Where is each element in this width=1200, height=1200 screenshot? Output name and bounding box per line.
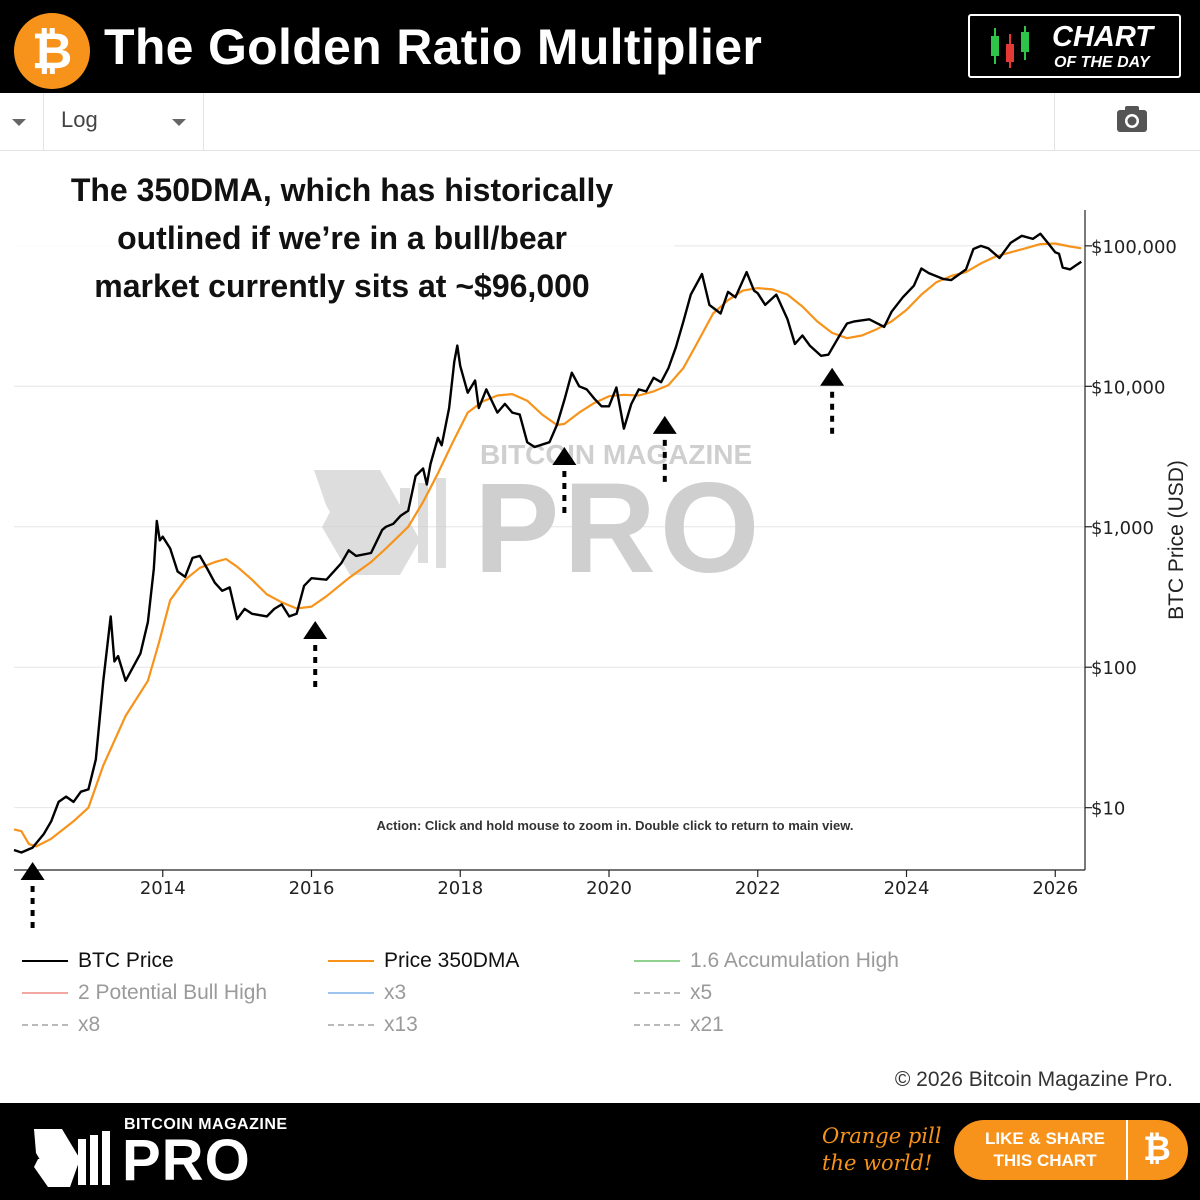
up-arrow-icon: [303, 620, 328, 639]
legend-label: x5: [690, 981, 713, 1004]
brand-logo-icon: [34, 1129, 110, 1187]
legend-label: Price 350DMA: [384, 949, 520, 972]
watermark: BITCOIN MAGAZINE PRO: [314, 439, 763, 600]
legend-label: 1.6 Accumulation High: [690, 949, 899, 972]
up-arrow-marker: [20, 861, 45, 928]
up-arrow-marker: [552, 447, 577, 514]
dropdown-caret-icon[interactable]: [12, 119, 26, 126]
legend-swatch: [634, 1024, 680, 1026]
bitcoin-icon: ₿: [1143, 1129, 1171, 1169]
annotation-line-2: outlined if we’re in a bull/bear: [117, 220, 567, 256]
watermark-logo-icon: [314, 470, 446, 575]
legend-label: BTC Price: [78, 949, 174, 972]
y-tick-label: $10: [1091, 799, 1125, 820]
legend-label: x8: [78, 1013, 101, 1036]
bitcoin-logo-icon: ₿: [14, 13, 90, 89]
legend-label: x21: [690, 1013, 724, 1036]
up-arrow-icon: [20, 861, 45, 880]
x-tick-label: 2026: [1032, 878, 1078, 899]
toolbar-divider: [43, 93, 44, 151]
toolbar-divider: [203, 93, 204, 151]
x-tick-label: 2020: [586, 878, 632, 899]
scale-select[interactable]: Log: [44, 93, 203, 151]
annotation-line-1: The 350DMA, which has historically: [70, 172, 614, 208]
x-tick-label: 2014: [140, 878, 186, 899]
y-tick-label: $100,000: [1091, 237, 1177, 258]
legend-swatch: [634, 992, 680, 994]
footer-brand-top: BITCOIN MAGAZINE: [124, 1116, 288, 1133]
legend-swatch: [328, 1024, 374, 1026]
header-bar: ₿ The Golden Ratio Multiplier CHART OF T…: [0, 0, 1200, 93]
legend-swatch: [328, 960, 374, 962]
legend-label: x3: [384, 981, 407, 1004]
interaction-hint: Action: Click and hold mouse to zoom in.…: [377, 818, 854, 833]
up-arrow-marker: [303, 620, 328, 687]
legend-swatch: [22, 1024, 68, 1026]
chart-legend: BTC Price Price 350DMA 1.6 Accumulation …: [0, 946, 1200, 1046]
y-tick-label: $10,000: [1091, 377, 1165, 398]
y-tick-label: $1,000: [1091, 518, 1154, 539]
legend-label: x13: [384, 1013, 418, 1036]
legend-swatch: [22, 960, 68, 962]
like-share-button[interactable]: LIKE & SHARE THIS CHART ₿: [954, 1120, 1188, 1180]
legend-label: 2 Potential Bull High: [78, 981, 268, 1004]
tagline-line-2: the world!: [822, 1151, 933, 1175]
markers-layer: [20, 367, 845, 928]
watermark-top-text: BITCOIN MAGAZINE: [480, 439, 752, 470]
share-divider: [1126, 1120, 1128, 1180]
page-title: The Golden Ratio Multiplier: [104, 19, 763, 75]
share-line-2: THIS CHART: [993, 1151, 1097, 1170]
footer-tagline: Orange pill the world!: [822, 1123, 946, 1177]
up-arrow-marker: [820, 367, 845, 434]
series-layer: [13, 232, 1082, 854]
copyright-text: © 2026 Bitcoin Magazine Pro.: [894, 1068, 1173, 1091]
legend-swatch: [22, 992, 68, 994]
legend-swatch: [634, 960, 680, 962]
legend-swatch: [328, 992, 374, 994]
chart-annotation: The 350DMA, which has historically outli…: [10, 166, 674, 310]
watermark-main-text: PRO: [474, 457, 763, 600]
up-arrow-icon: [820, 367, 845, 386]
footer-brand-pro: PRO: [122, 1128, 251, 1193]
badge-line-2: OF THE DAY: [1054, 54, 1150, 71]
chart-toolbar: Log: [0, 93, 1200, 151]
share-line-1: LIKE & SHARE: [985, 1129, 1105, 1148]
candlestick-icon: [991, 26, 1029, 68]
y-axis-label: BTC Price (USD): [1165, 460, 1188, 620]
annotation-line-3: market currently sits at ~$96,000: [94, 268, 590, 304]
x-tick-label: 2016: [289, 878, 335, 899]
series-btc-price: [13, 232, 1082, 854]
toolbar-divider: [1054, 93, 1055, 151]
tagline-line-1: Orange pill: [822, 1124, 942, 1148]
up-arrow-marker: [652, 415, 677, 482]
x-tick-label: 2024: [884, 878, 930, 899]
x-tick-label: 2022: [735, 878, 781, 899]
footer-bar: BITCOIN MAGAZINE PRO Orange pill the wor…: [0, 1103, 1200, 1200]
up-arrow-icon: [652, 415, 677, 434]
axes: $10 $100 $1,000 $10,000 $100,000 2014 2016 2018…: [14, 210, 1177, 899]
x-tick-label: 2018: [437, 878, 483, 899]
y-tick-label: $100: [1091, 658, 1137, 679]
scale-select-value: Log: [61, 107, 98, 132]
badge-line-1: CHART: [1052, 21, 1153, 53]
chevron-down-icon: [172, 119, 186, 126]
up-arrow-icon: [552, 447, 577, 466]
chart-of-the-day-badge: CHART OF THE DAY: [968, 14, 1181, 78]
share-button-label: LIKE & SHARE THIS CHART: [964, 1128, 1126, 1172]
camera-icon[interactable]: [1110, 101, 1154, 141]
